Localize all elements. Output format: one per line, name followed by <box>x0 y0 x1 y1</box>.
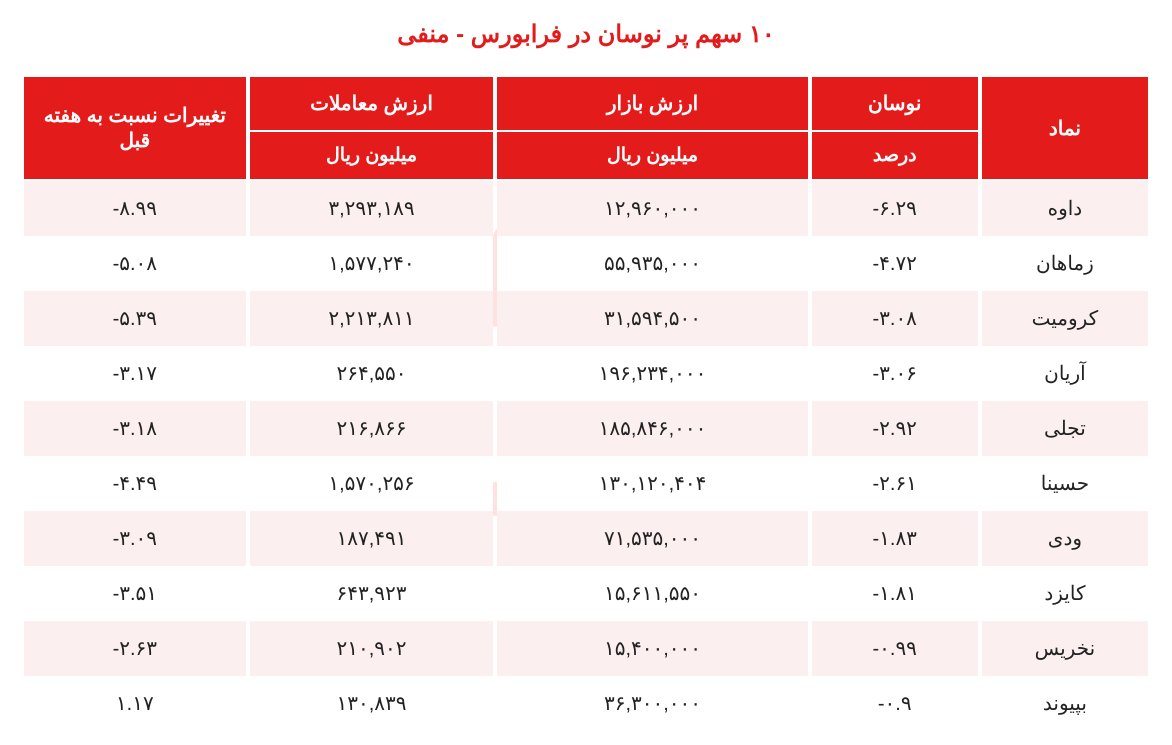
table-row: نخریس-۰.۹۹۱۵,۴۰۰,۰۰۰۲۱۰,۹۰۲-۲.۶۳ <box>24 621 1148 676</box>
table-row: بپیوند-۰.۹۳۶,۳۰۰,۰۰۰۱۳۰,۸۳۹۱.۱۷ <box>24 676 1148 731</box>
table-row: آریان-۳.۰۶۱۹۶,۲۳۴,۰۰۰۲۶۴,۵۵۰-۳.۱۷ <box>24 346 1148 401</box>
cell-change: -۲.۶۳ <box>24 621 246 676</box>
cell-change: ۱.۱۷ <box>24 676 246 731</box>
cell-market_value: ۱۳۰,۱۲۰,۴۰۴ <box>497 456 807 511</box>
cell-trade_value: ۲۱۶,۸۶۶ <box>250 401 494 456</box>
cell-symbol: کرومیت <box>982 291 1148 346</box>
cell-market_value: ۱۵,۶۱۱,۵۵۰ <box>497 566 807 621</box>
cell-fluctuation: -۰.۹۹ <box>812 621 978 676</box>
cell-trade_value: ۲۶۴,۵۵۰ <box>250 346 494 401</box>
cell-change: -۳.۱۸ <box>24 401 246 456</box>
cell-trade_value: ۱,۵۷۷,۲۴۰ <box>250 236 494 291</box>
cell-change: -۵.۰۸ <box>24 236 246 291</box>
col-header-symbol: نماد <box>982 77 1148 181</box>
cell-fluctuation: -۰.۹ <box>812 676 978 731</box>
table-row: داوه-۶.۲۹۱۲,۹۶۰,۰۰۰۳,۲۹۳,۱۸۹-۸.۹۹ <box>24 181 1148 236</box>
table-row: کرومیت-۳.۰۸۳۱,۵۹۴,۵۰۰۲,۲۱۳,۸۱۱-۵.۳۹ <box>24 291 1148 346</box>
table-row: حسینا-۲.۶۱۱۳۰,۱۲۰,۴۰۴۱,۵۷۰,۲۵۶-۴.۴۹ <box>24 456 1148 511</box>
stock-table: نماد نوسان ارزش بازار ارزش معاملات تغییر… <box>20 77 1152 731</box>
cell-fluctuation: -۲.۶۱ <box>812 456 978 511</box>
cell-trade_value: ۱,۵۷۰,۲۵۶ <box>250 456 494 511</box>
col-sub-market-value: میلیون ریال <box>497 132 807 181</box>
cell-symbol: کایزد <box>982 566 1148 621</box>
table-row: کایزد-۱.۸۱۱۵,۶۱۱,۵۵۰۶۴۳,۹۲۳-۳.۵۱ <box>24 566 1148 621</box>
cell-market_value: ۱۹۶,۲۳۴,۰۰۰ <box>497 346 807 401</box>
cell-market_value: ۱۸۵,۸۴۶,۰۰۰ <box>497 401 807 456</box>
stock-table-container: نماد نوسان ارزش بازار ارزش معاملات تغییر… <box>20 77 1152 731</box>
col-header-fluctuation: نوسان <box>812 77 978 132</box>
cell-fluctuation: -۴.۷۲ <box>812 236 978 291</box>
cell-symbol: حسینا <box>982 456 1148 511</box>
cell-market_value: ۷۱,۵۳۵,۰۰۰ <box>497 511 807 566</box>
cell-market_value: ۳۱,۵۹۴,۵۰۰ <box>497 291 807 346</box>
col-header-change: تغییرات نسبت به هفته قبل <box>24 77 246 181</box>
table-body: داوه-۶.۲۹۱۲,۹۶۰,۰۰۰۳,۲۹۳,۱۸۹-۸.۹۹زماهان-… <box>24 181 1148 731</box>
cell-symbol: نخریس <box>982 621 1148 676</box>
table-row: ودی-۱.۸۳۷۱,۵۳۵,۰۰۰۱۸۷,۴۹۱-۳.۰۹ <box>24 511 1148 566</box>
cell-change: -۸.۹۹ <box>24 181 246 236</box>
page-title: ۱۰ سهم پر نوسان در فرابورس - منفی <box>20 20 1152 49</box>
cell-change: -۴.۴۹ <box>24 456 246 511</box>
cell-fluctuation: -۳.۰۸ <box>812 291 978 346</box>
cell-symbol: بپیوند <box>982 676 1148 731</box>
col-sub-trade-value: میلیون ریال <box>250 132 494 181</box>
table-row: زماهان-۴.۷۲۵۵,۹۳۵,۰۰۰۱,۵۷۷,۲۴۰-۵.۰۸ <box>24 236 1148 291</box>
cell-symbol: تجلی <box>982 401 1148 456</box>
cell-change: -۵.۳۹ <box>24 291 246 346</box>
col-sub-fluctuation: درصد <box>812 132 978 181</box>
cell-fluctuation: -۶.۲۹ <box>812 181 978 236</box>
cell-change: -۳.۱۷ <box>24 346 246 401</box>
cell-symbol: آریان <box>982 346 1148 401</box>
cell-market_value: ۱۵,۴۰۰,۰۰۰ <box>497 621 807 676</box>
cell-trade_value: ۱۳۰,۸۳۹ <box>250 676 494 731</box>
cell-trade_value: ۲,۲۱۳,۸۱۱ <box>250 291 494 346</box>
cell-symbol: زماهان <box>982 236 1148 291</box>
col-header-market-value: ارزش بازار <box>497 77 807 132</box>
cell-market_value: ۱۲,۹۶۰,۰۰۰ <box>497 181 807 236</box>
cell-market_value: ۳۶,۳۰۰,۰۰۰ <box>497 676 807 731</box>
cell-change: -۳.۰۹ <box>24 511 246 566</box>
cell-fluctuation: -۱.۸۳ <box>812 511 978 566</box>
cell-fluctuation: -۲.۹۲ <box>812 401 978 456</box>
cell-trade_value: ۳,۲۹۳,۱۸۹ <box>250 181 494 236</box>
cell-change: -۳.۵۱ <box>24 566 246 621</box>
cell-trade_value: ۲۱۰,۹۰۲ <box>250 621 494 676</box>
table-row: تجلی-۲.۹۲۱۸۵,۸۴۶,۰۰۰۲۱۶,۸۶۶-۳.۱۸ <box>24 401 1148 456</box>
table-header: نماد نوسان ارزش بازار ارزش معاملات تغییر… <box>24 77 1148 181</box>
cell-symbol: ودی <box>982 511 1148 566</box>
cell-symbol: داوه <box>982 181 1148 236</box>
cell-market_value: ۵۵,۹۳۵,۰۰۰ <box>497 236 807 291</box>
cell-trade_value: ۶۴۳,۹۲۳ <box>250 566 494 621</box>
cell-trade_value: ۱۸۷,۴۹۱ <box>250 511 494 566</box>
col-header-trade-value: ارزش معاملات <box>250 77 494 132</box>
cell-fluctuation: -۱.۸۱ <box>812 566 978 621</box>
cell-fluctuation: -۳.۰۶ <box>812 346 978 401</box>
